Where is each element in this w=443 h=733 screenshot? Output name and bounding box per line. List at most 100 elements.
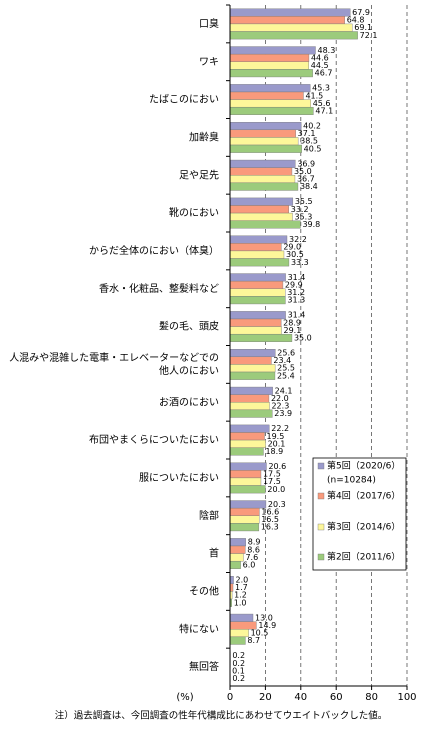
bar [229, 46, 316, 55]
value-label: 13.0 [255, 613, 273, 622]
bar [229, 235, 288, 244]
value-label: 41.5 [305, 91, 323, 100]
value-label: 25.5 [277, 364, 295, 373]
bar [229, 432, 265, 441]
value-label: 36.9 [297, 159, 315, 168]
x-tick-label: 60 [330, 692, 343, 703]
bar [229, 439, 266, 448]
bar [229, 99, 311, 108]
value-label: 1.2 [234, 591, 247, 600]
bar [229, 364, 276, 373]
value-label: 45.3 [312, 84, 330, 93]
value-label: 7.6 [245, 553, 258, 562]
value-label: 16.6 [261, 507, 279, 516]
y-tick-label: 陰部 [199, 509, 219, 522]
value-label: 46.7 [315, 69, 333, 78]
bar [229, 243, 282, 252]
bar [229, 311, 286, 320]
bar [229, 371, 276, 380]
value-label: 20.6 [268, 462, 286, 471]
value-label: 31.2 [287, 288, 305, 297]
y-tick-label: 無回答 [189, 660, 219, 673]
value-label: 38.4 [300, 182, 318, 191]
value-label: 44.6 [311, 53, 329, 62]
footnote: 注）過去調査は、今回調査の性年代構成比にあわせてウエイトバックした値。 [55, 710, 388, 722]
value-label: 67.9 [352, 8, 370, 17]
value-label: 1.7 [235, 583, 248, 592]
bar [229, 182, 299, 191]
bar [229, 485, 266, 494]
value-label: 10.5 [251, 629, 269, 638]
value-label: 6.0 [243, 560, 256, 569]
value-label: 17.5 [263, 477, 281, 486]
value-label: 20.1 [268, 439, 286, 448]
value-label: 0.2 [232, 651, 245, 660]
y-tick-label: 足や足先 [179, 169, 219, 181]
y-tick-label: 特にない [179, 623, 219, 635]
value-label: 45.6 [313, 99, 331, 108]
bar [229, 636, 246, 645]
bar [229, 470, 262, 479]
value-label: 31.3 [287, 296, 305, 305]
bar [229, 349, 276, 358]
value-label: 39.8 [302, 220, 320, 229]
value-label: 31.4 [288, 311, 306, 320]
x-tick-label: 20 [259, 692, 272, 703]
x-axis-label: (%) [176, 692, 193, 703]
bar [229, 8, 351, 17]
y-tick-label: からだ全体のにおい（体臭） [89, 244, 219, 257]
value-label: 20.0 [267, 485, 285, 494]
bar [229, 69, 313, 78]
bar [229, 212, 293, 221]
value-label: 48.3 [317, 46, 335, 55]
legend-swatch [317, 492, 325, 500]
value-label: 0.2 [232, 674, 245, 683]
value-label: 33.3 [291, 258, 309, 267]
bar [229, 333, 293, 342]
value-label: 16.3 [261, 523, 279, 532]
bar [229, 23, 353, 32]
bar [229, 205, 289, 214]
value-label: 33.2 [291, 205, 309, 214]
bar [229, 447, 264, 456]
bar [229, 318, 282, 327]
bar [229, 553, 244, 562]
value-label: 23.9 [274, 409, 292, 418]
value-label: 64.8 [347, 16, 365, 25]
value-label: 69.1 [354, 23, 372, 32]
bar [229, 220, 301, 229]
legend-swatch [317, 523, 325, 531]
value-label: 30.5 [286, 250, 304, 259]
value-label: 16.5 [261, 515, 279, 524]
y-tick-label: その他 [189, 584, 219, 597]
x-tick-label: 0 [227, 692, 233, 703]
legend-note: (n=10284) [327, 476, 376, 486]
value-label: 47.1 [315, 106, 333, 115]
bar [229, 258, 290, 267]
bar [229, 356, 272, 365]
bar [229, 613, 254, 622]
value-label: 25.6 [277, 349, 295, 358]
value-label: 8.7 [247, 636, 260, 645]
bar [229, 576, 234, 585]
value-label: 22.2 [271, 424, 289, 433]
value-label: 18.9 [265, 447, 283, 456]
value-label: 72.1 [360, 31, 378, 40]
value-label: 44.5 [311, 61, 329, 70]
bar [229, 250, 285, 259]
y-tick-label: ワキ [199, 57, 219, 68]
value-label: 38.5 [300, 137, 318, 146]
bar [229, 288, 286, 297]
bar [229, 515, 260, 524]
y-tick-label: 靴のにおい [169, 206, 219, 219]
bar [229, 326, 282, 335]
value-label: 24.1 [275, 386, 293, 395]
y-tick-label: 香水・化粧品、整髪料など [99, 282, 219, 295]
y-tick-label: 服についたにおい [139, 472, 219, 484]
value-label: 25.4 [277, 371, 295, 380]
bar [229, 137, 299, 146]
y-tick-label: 口臭 [199, 17, 219, 30]
legend-label: 第3回（2014/6） [327, 521, 400, 533]
bar [229, 273, 286, 282]
legend-swatch [317, 553, 325, 561]
